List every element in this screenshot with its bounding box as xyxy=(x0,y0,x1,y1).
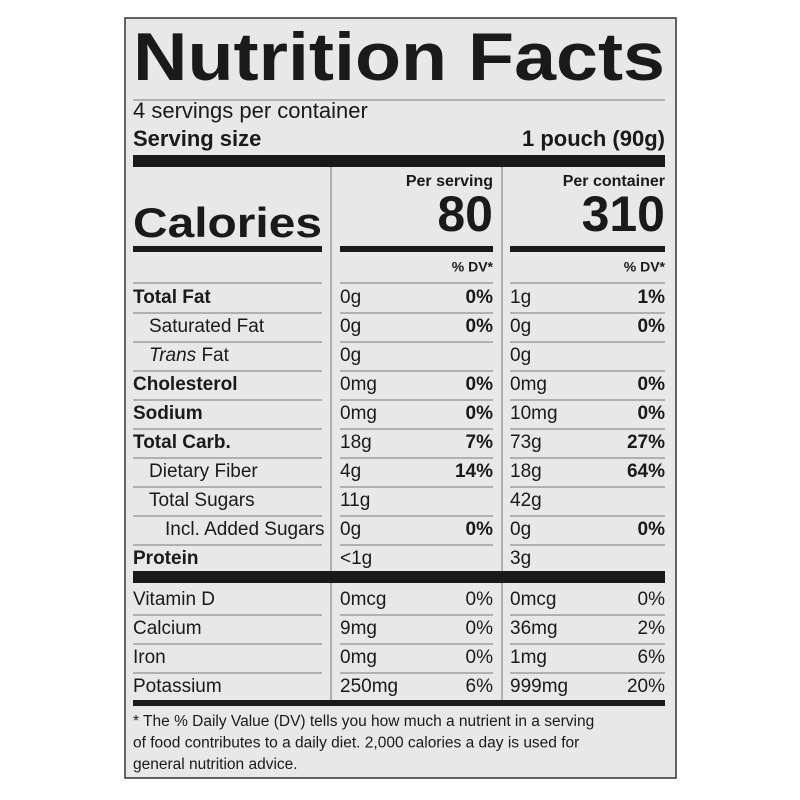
amount: 0g xyxy=(510,345,531,366)
thick-bar xyxy=(133,155,665,167)
nutrient-name: Protein xyxy=(133,548,198,569)
nutrient-name: Saturated Fat xyxy=(149,316,265,337)
nutrient-name: Trans Fat xyxy=(149,345,230,366)
daily-value: 14% xyxy=(455,461,493,482)
amount: 0mg xyxy=(340,403,377,424)
nutrient-name: Iron xyxy=(133,647,166,668)
daily-value: 6% xyxy=(638,647,666,668)
amount: 11g xyxy=(340,490,370,511)
amount: 0mcg xyxy=(510,589,556,610)
amount: 1mg xyxy=(510,647,547,668)
daily-value: 2% xyxy=(638,618,666,639)
thick-bar xyxy=(510,246,665,252)
daily-value: 7% xyxy=(466,432,494,453)
nutrient-name: Cholesterol xyxy=(133,374,238,395)
amount: 4g xyxy=(340,461,361,482)
thick-bar xyxy=(133,700,665,706)
nutrient-name: Total Carb. xyxy=(133,432,231,453)
amount: 0mg xyxy=(340,647,377,668)
amount: 999mg xyxy=(510,676,568,697)
amount: 9mg xyxy=(340,618,377,639)
servings: 4 servings per container xyxy=(133,98,368,123)
footnote: general nutrition advice. xyxy=(133,756,298,773)
column-header: Per container xyxy=(563,173,665,190)
amount: 18g xyxy=(510,461,542,482)
amount: 73g xyxy=(510,432,542,453)
amount: 0g xyxy=(340,287,361,308)
serving-size-label: Serving size xyxy=(133,126,261,151)
amount: 0mg xyxy=(340,374,377,395)
nutrient-name: Incl. Added Sugars xyxy=(165,519,325,540)
amount: 0mcg xyxy=(340,589,386,610)
daily-value: 0% xyxy=(638,403,666,424)
amount: 1g xyxy=(510,287,531,308)
amount: 0g xyxy=(340,316,361,337)
serving-size-value: 1 pouch (90g) xyxy=(522,126,665,151)
daily-value: 0% xyxy=(466,519,494,540)
daily-value: 0% xyxy=(466,403,494,424)
amount: 0g xyxy=(340,345,361,366)
daily-value: 0% xyxy=(466,589,494,610)
daily-value: 0% xyxy=(638,589,666,610)
amount: 10mg xyxy=(510,403,558,424)
label-box xyxy=(124,17,677,779)
nutrient-name: Potassium xyxy=(133,676,222,697)
nutrient-name: Vitamin D xyxy=(133,589,215,610)
daily-value: 1% xyxy=(638,287,666,308)
daily-value: 0% xyxy=(466,287,494,308)
daily-value: 0% xyxy=(466,618,494,639)
daily-value: 0% xyxy=(638,316,666,337)
daily-value: 27% xyxy=(627,432,665,453)
amount: 0g xyxy=(340,519,361,540)
daily-value: 0% xyxy=(638,374,666,395)
amount: 0g xyxy=(510,316,531,337)
daily-value: 0% xyxy=(466,374,494,395)
daily-value: 0% xyxy=(466,316,494,337)
thick-bar xyxy=(133,246,322,252)
daily-value: 6% xyxy=(466,676,494,697)
daily-value: 20% xyxy=(627,676,665,697)
amount: <1g xyxy=(340,548,372,569)
title: Nutrition Facts xyxy=(133,19,665,95)
footnote: of food contributes to a daily diet. 2,0… xyxy=(133,735,579,752)
amount: 42g xyxy=(510,490,542,511)
daily-value: 64% xyxy=(627,461,665,482)
amount: 36mg xyxy=(510,618,558,639)
thick-bar xyxy=(340,246,493,252)
calories-label: Calories xyxy=(133,199,322,246)
nutrient-name: Dietary Fiber xyxy=(149,461,258,482)
amount: 3g xyxy=(510,548,531,569)
dv-header: % DV* xyxy=(624,259,666,275)
amount: 0g xyxy=(510,519,531,540)
nutrient-name-italic: Trans xyxy=(149,345,197,366)
column-header: Per serving xyxy=(406,173,493,190)
daily-value: 0% xyxy=(638,519,666,540)
thick-bar xyxy=(133,571,665,583)
nutrient-name-rest: Fat xyxy=(196,345,229,366)
calories-value: 80 xyxy=(437,186,493,242)
footnote: * The % Daily Value (DV) tells you how m… xyxy=(133,713,594,730)
nutrient-name: Total Sugars xyxy=(149,490,255,511)
amount: 250mg xyxy=(340,676,398,697)
nutrient-name: Total Fat xyxy=(133,287,211,308)
nutrient-name: Sodium xyxy=(133,403,203,424)
daily-value: 0% xyxy=(466,647,494,668)
amount: 0mg xyxy=(510,374,547,395)
calories-value: 310 xyxy=(582,186,665,242)
nutrient-name: Calcium xyxy=(133,618,202,639)
dv-header: % DV* xyxy=(452,259,494,275)
amount: 18g xyxy=(340,432,372,453)
